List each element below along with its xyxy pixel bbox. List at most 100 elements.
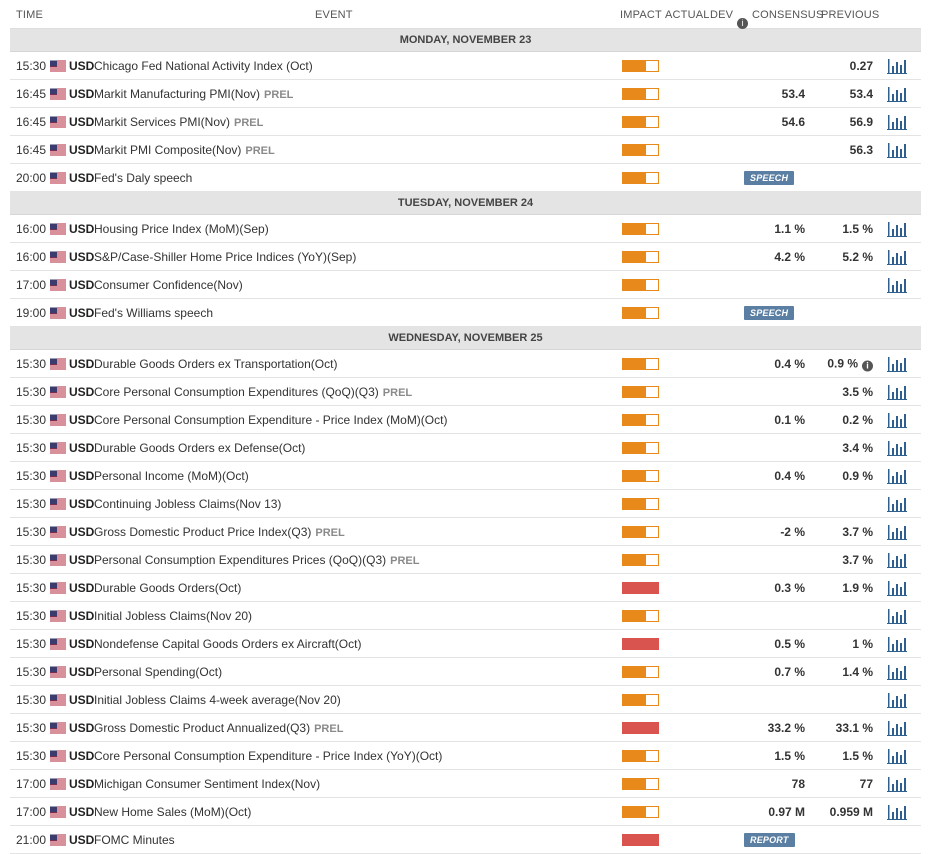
chart-icon[interactable] (887, 356, 907, 372)
column-header-time[interactable]: TIME (16, 9, 44, 21)
dev-info-icon[interactable]: i (737, 18, 749, 29)
event-row[interactable]: 15:30 USD Durable Goods Orders ex Transpor… (10, 350, 921, 378)
info-icon[interactable]: i (862, 360, 873, 371)
event-currency: USD (69, 384, 95, 399)
event-name[interactable]: Durable Goods Orders(Oct) (94, 581, 241, 595)
column-header-previous[interactable]: PREVIOUS (821, 9, 880, 21)
event-name[interactable]: Markit Services PMI(Nov) PREL (94, 115, 263, 129)
event-name[interactable]: Core Personal Consumption Expenditures (… (94, 385, 412, 399)
event-name[interactable]: Personal Consumption Expenditures Prices… (94, 553, 419, 567)
event-row[interactable]: 15:30 USD Personal Consumption Expenditure… (10, 546, 921, 574)
event-row[interactable]: 15:30 USD Durable Goods Orders ex Defense(… (10, 434, 921, 462)
event-row[interactable]: 15:30 USD Initial Jobless Claims(Nov 20) (10, 602, 921, 630)
event-name[interactable]: Nondefense Capital Goods Orders ex Aircr… (94, 637, 361, 651)
event-name[interactable]: New Home Sales (MoM)(Oct) (94, 805, 251, 819)
chart-icon[interactable] (887, 249, 907, 265)
event-row[interactable]: 15:30 USD Chicago Fed National Activity In… (10, 52, 921, 80)
event-name[interactable]: Personal Income (MoM)(Oct) (94, 469, 249, 483)
event-name[interactable]: Initial Jobless Claims 4-week average(No… (94, 693, 341, 707)
event-row[interactable]: 15:30 USD Gross Domestic Product Price Ind… (10, 518, 921, 546)
column-header-impact[interactable]: IMPACT (620, 9, 662, 21)
event-name[interactable]: Markit Manufacturing PMI(Nov) PREL (94, 87, 293, 101)
event-row[interactable]: 15:30 USD Personal Spending(Oct) 0.7 % 1.4 % (10, 658, 921, 686)
chart-icon[interactable] (887, 114, 907, 130)
event-row[interactable]: 15:30 USD Gross Domestic Product Annualize… (10, 714, 921, 742)
event-name-text: Michigan Consumer Sentiment Index(Nov) (94, 776, 321, 791)
chart-icon[interactable] (887, 804, 907, 820)
chart-icon[interactable] (887, 776, 907, 792)
event-row[interactable]: 19:00 USD Fed's Williams speech SPEECH (10, 299, 921, 327)
event-name[interactable]: Housing Price Index (MoM)(Sep) (94, 222, 269, 236)
prel-label: PREL (234, 116, 264, 129)
chart-icon[interactable] (887, 440, 907, 456)
event-row[interactable]: 16:00 USD Housing Price Index (MoM)(Sep) 1.… (10, 215, 921, 243)
event-row[interactable]: 16:45 USD Markit PMI Composite(Nov) PREL 56.… (10, 136, 921, 164)
event-name[interactable]: FOMC Minutes (94, 833, 175, 847)
event-name[interactable]: Gross Domestic Product Price Index(Q3) PR… (94, 525, 345, 539)
event-row[interactable]: 15:30 USD Core Personal Consumption Expend… (10, 406, 921, 434)
chart-icon[interactable] (887, 664, 907, 680)
event-name[interactable]: Core Personal Consumption Expenditure - … (94, 749, 442, 763)
chart-icon[interactable] (887, 58, 907, 74)
event-row[interactable]: 16:45 USD Markit Services PMI(Nov) PREL 54.6… (10, 108, 921, 136)
event-row[interactable]: 15:30 USD Initial Jobless Claims 4-week av… (10, 686, 921, 714)
event-name[interactable]: Core Personal Consumption Expenditure - … (94, 413, 447, 427)
chart-icon[interactable] (887, 580, 907, 596)
event-name[interactable]: Fed's Daly speech (94, 171, 192, 185)
event-name[interactable]: Gross Domestic Product Annualized(Q3) PRE… (94, 721, 343, 735)
event-row[interactable]: 20:00 USD Fed's Daly speech SPEECH (10, 164, 921, 192)
event-currency: USD (69, 305, 95, 320)
event-name[interactable]: Durable Goods Orders ex Defense(Oct) (94, 441, 305, 455)
event-row[interactable]: 15:30 USD Core Personal Consumption Expend… (10, 742, 921, 770)
event-name[interactable]: Consumer Confidence(Nov) (94, 278, 243, 292)
event-name-text: Markit PMI Composite(Nov) (94, 142, 242, 157)
event-name[interactable]: Durable Goods Orders ex Transportation(O… (94, 357, 337, 371)
chart-icon[interactable] (887, 384, 907, 400)
column-header-consensus[interactable]: CONSENSUS (752, 9, 824, 21)
event-name[interactable]: Fed's Williams speech (94, 306, 213, 320)
chart-icon[interactable] (887, 496, 907, 512)
chart-icon[interactable] (887, 608, 907, 624)
event-row[interactable]: 16:00 USD S&P/Case-Shiller Home Price Indi… (10, 243, 921, 271)
event-name[interactable]: Chicago Fed National Activity Index (Oct… (94, 59, 313, 73)
event-row[interactable]: 15:30 USD Core Personal Consumption Expend… (10, 378, 921, 406)
report-badge[interactable]: REPORT (744, 832, 795, 847)
previous-value: 33.1 % (836, 721, 873, 735)
event-name[interactable]: Initial Jobless Claims(Nov 20) (94, 609, 252, 623)
event-name-text: Gross Domestic Product Annualized(Q3) (94, 720, 311, 735)
chart-icon[interactable] (887, 142, 907, 158)
event-row[interactable]: 15:30 USD Continuing Jobless Claims(Nov 13… (10, 490, 921, 518)
impact-indicator (622, 749, 659, 762)
chart-icon[interactable] (887, 524, 907, 540)
event-row[interactable]: 17:00 USD Michigan Consumer Sentiment Inde… (10, 770, 921, 798)
event-row[interactable]: 15:30 USD Personal Income (MoM)(Oct) 0.4 % 0… (10, 462, 921, 490)
speech-badge[interactable]: SPEECH (744, 305, 795, 320)
chart-icon[interactable] (887, 552, 907, 568)
column-header-dev[interactable]: DEV i (710, 9, 749, 29)
chart-icon[interactable] (887, 636, 907, 652)
event-row[interactable]: 16:45 USD Markit Manufacturing PMI(Nov) PRE… (10, 80, 921, 108)
event-row[interactable]: 21:00 USD FOMC Minutes REPORT (10, 826, 921, 854)
chart-icon[interactable] (887, 692, 907, 708)
column-header-actual[interactable]: ACTUAL (665, 9, 710, 21)
event-row[interactable]: 15:30 USD Nondefense Capital Goods Orders … (10, 630, 921, 658)
event-name[interactable]: Personal Spending(Oct) (94, 665, 222, 679)
event-currency: USD (69, 496, 95, 511)
event-name[interactable]: Continuing Jobless Claims(Nov 13) (94, 497, 281, 511)
chart-icon[interactable] (887, 748, 907, 764)
event-name[interactable]: Markit PMI Composite(Nov) PREL (94, 143, 275, 157)
chart-icon[interactable] (887, 86, 907, 102)
event-row[interactable]: 17:00 USD Consumer Confidence(Nov) (10, 271, 921, 299)
event-name[interactable]: Michigan Consumer Sentiment Index(Nov) (94, 777, 320, 791)
event-row[interactable]: 15:30 USD Durable Goods Orders(Oct) 0.3 % 1.… (10, 574, 921, 602)
speech-badge[interactable]: SPEECH (744, 170, 795, 185)
chart-icon[interactable] (887, 221, 907, 237)
event-name[interactable]: S&P/Case-Shiller Home Price Indices (YoY… (94, 250, 356, 264)
chart-icon[interactable] (887, 468, 907, 484)
column-header-event[interactable]: EVENT (315, 9, 353, 21)
chart-icon[interactable] (887, 277, 907, 293)
previous-value-text: 56.3 (849, 142, 873, 157)
chart-icon[interactable] (887, 412, 907, 428)
chart-icon[interactable] (887, 720, 907, 736)
event-row[interactable]: 17:00 USD New Home Sales (MoM)(Oct) 0.97 M 0… (10, 798, 921, 826)
